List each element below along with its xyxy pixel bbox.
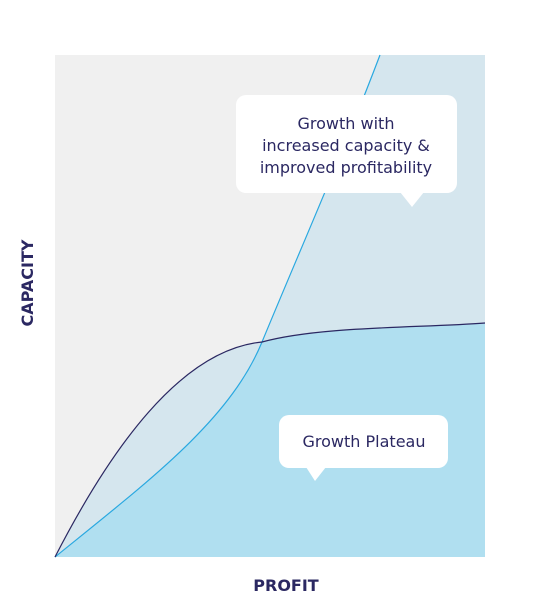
y-axis-label: CAPACITY: [18, 239, 37, 326]
plateau-region: [55, 323, 485, 557]
callout-text: increased capacity &: [262, 136, 430, 155]
callout-text: improved profitability: [260, 158, 432, 177]
callout: Growth Plateau: [279, 415, 448, 481]
callout-text: Growth with: [298, 114, 395, 133]
callout: Growth with increased capacity & improve…: [236, 95, 457, 207]
callout-text: Growth Plateau: [303, 432, 426, 451]
plateau-curve: [54, 322, 486, 558]
x-axis-label: PROFIT: [253, 576, 319, 595]
